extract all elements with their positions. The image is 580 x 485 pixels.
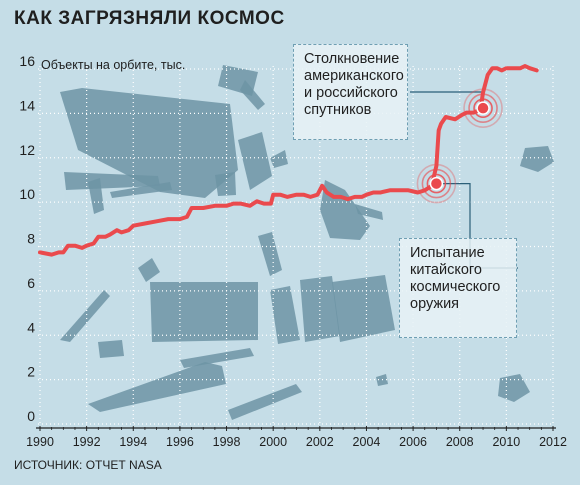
debris-shape (180, 348, 254, 368)
y-tick-label: 0 (27, 408, 35, 424)
debris-shape (228, 384, 302, 420)
debris-shape (332, 275, 395, 342)
debris-shape (138, 258, 160, 282)
annotation-line: спутников (304, 102, 372, 118)
x-tick-label: 2012 (539, 435, 567, 449)
x-tick-label: 2010 (492, 435, 520, 449)
x-tick-label: 2006 (399, 435, 427, 449)
y-tick-label: 6 (27, 275, 35, 291)
annotation-line: Испытание (410, 245, 485, 261)
debris-shape (150, 282, 258, 342)
event-markers (416, 88, 503, 204)
x-tick-label: 1992 (73, 435, 101, 449)
debris-shape (215, 172, 236, 196)
debris-shape (98, 340, 124, 358)
event-marker (476, 101, 490, 115)
x-tick-labels: 1990 1992 1994 1996 1998 2000 2002 2004 2006 2008… (26, 435, 567, 449)
x-tick-label: 1994 (119, 435, 147, 449)
debris-shape (498, 374, 530, 402)
y-tick-label: 12 (19, 142, 35, 158)
event-ring (468, 93, 498, 123)
y-tick-label: 14 (19, 97, 35, 113)
debris-shape (300, 276, 340, 342)
x-tick-label: 1998 (213, 435, 241, 449)
debris-shape (60, 290, 110, 342)
debris-shape (270, 286, 300, 344)
annotation-satellite-collision: Столкновение американского и российского… (293, 44, 408, 140)
debris-shape (270, 150, 288, 168)
debris-shape (355, 204, 383, 220)
debris-shape (88, 362, 226, 412)
debris-shape (110, 182, 172, 198)
annotation-line: и российского (304, 85, 398, 101)
debris-background (60, 65, 554, 420)
annotation-chinese-weapon-test: Испытание китайского космического оружия (399, 238, 517, 338)
y-tick-label: 2 (27, 364, 35, 380)
y-tick-labels: 0 2 4 6 8 10 12 14 16 (19, 53, 35, 424)
annotation-line: американского (304, 68, 404, 84)
annotation-line: космического (410, 279, 501, 295)
chart-title: КАК ЗАГРЯЗНЯЛИ КОСМОС (14, 8, 285, 29)
debris-shape (88, 178, 104, 214)
annotation-line: Столкновение (304, 51, 400, 67)
event-ring (473, 98, 493, 118)
y-tick-label: 16 (19, 53, 35, 69)
annotation-line: китайского (410, 262, 482, 278)
x-tick-label: 1990 (26, 435, 54, 449)
debris-shape (520, 146, 554, 172)
y-tick-label: 8 (27, 231, 35, 247)
x-tick-label: 2004 (353, 435, 381, 449)
annotation-line: оружия (410, 296, 460, 312)
event-marker (429, 176, 444, 191)
event-ring (463, 88, 503, 128)
x-tick-label: 2008 (446, 435, 474, 449)
y-tick-label: 10 (19, 186, 35, 202)
debris-shape (240, 80, 265, 110)
debris-shape (60, 88, 238, 198)
x-tick-label: 2002 (306, 435, 334, 449)
debris-shape (238, 132, 272, 190)
event-ring (416, 163, 457, 204)
x-tick-label: 1996 (166, 435, 194, 449)
debris-shape (258, 232, 282, 276)
event-ring (421, 168, 452, 199)
y-axis-label: Объекты на орбите, тыс. (41, 58, 185, 72)
x-tick-label: 2000 (259, 435, 287, 449)
event-ring (426, 173, 447, 194)
source-note: ИСТОЧНИК: ОТЧЕТ NASA (14, 458, 162, 472)
debris-shape (64, 172, 160, 190)
y-tick-label: 4 (27, 319, 35, 335)
